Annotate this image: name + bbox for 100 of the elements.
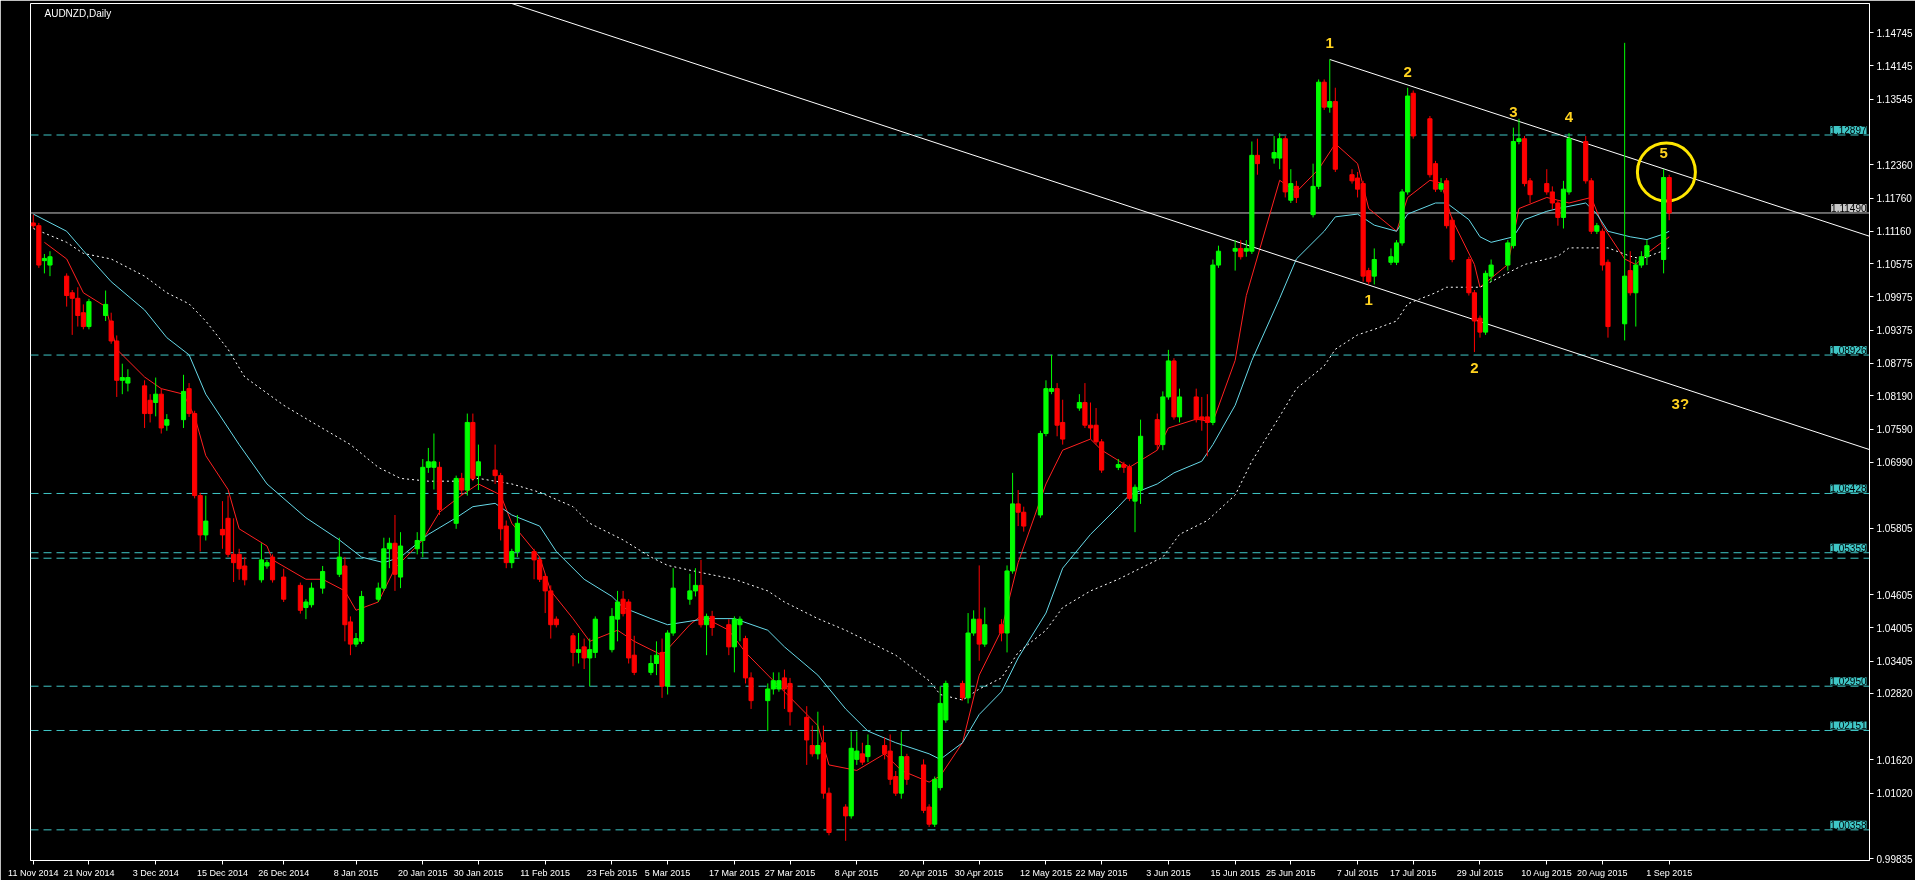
y-tick-label: 1.02820: [1876, 688, 1914, 700]
y-tick-label: 1.06990: [1876, 457, 1914, 469]
ref-line-label: 1.00358: [1830, 819, 1867, 831]
x-tick-label: 1 Sep 2015: [1646, 867, 1693, 878]
candlestick: [1371, 247, 1377, 285]
candlestick: [804, 705, 810, 766]
annotation: 2: [1470, 359, 1479, 377]
x-tick-label: 11 Nov 2014: [8, 867, 59, 878]
x-tick-label: 21 Nov 2014: [63, 867, 115, 878]
y-tick-label: 0.99835: [1876, 853, 1914, 865]
x-tick-label: 3 Jun 2015: [1146, 867, 1191, 878]
y-tick-label: 1.14745: [1876, 27, 1914, 39]
candlestick: [475, 444, 482, 491]
candlestick: [904, 753, 910, 786]
y-tick-label: 1.07590: [1876, 424, 1914, 436]
annotation: 3: [1509, 102, 1518, 120]
x-tick-label: 17 Mar 2015: [709, 867, 760, 878]
y-tick-label: 1.09975: [1876, 291, 1914, 303]
candlestick: [1293, 180, 1299, 204]
x-tick-label: 23 Feb 2015: [586, 867, 638, 878]
candlestick: [336, 537, 342, 578]
y-tick-label: 1.01020: [1876, 788, 1914, 800]
x-tick-label: 5 Mar 2015: [644, 867, 691, 878]
candlestick: [709, 610, 715, 637]
x-tick-label: 30 Jan 2015: [453, 867, 504, 878]
ref-line-label: 1.06428: [1830, 483, 1867, 495]
candlestick: [815, 711, 821, 760]
y-tick-label: 1.09375: [1876, 325, 1914, 337]
candlestick: [576, 632, 582, 664]
x-tick-label: 15 Dec 2014: [196, 867, 248, 878]
chart-title: AUDNZD,Daily: [44, 7, 112, 19]
x-tick-label: 25 Jun 2015: [1266, 867, 1316, 878]
candlestick: [843, 803, 849, 842]
y-tick-label: 1.03405: [1876, 656, 1914, 667]
candlestick: [982, 607, 988, 648]
x-tick-label: 3 Dec 2014: [132, 867, 179, 878]
annotation: 3?: [1671, 395, 1690, 413]
y-tick-label: 1.04005: [1876, 622, 1914, 634]
annotation: 2: [1403, 62, 1412, 80]
x-tick-label: 12 May 2015: [1019, 867, 1073, 878]
candlestick: [581, 638, 587, 670]
candlestick: [1438, 177, 1444, 193]
x-tick-label: 30 Apr 2015: [954, 867, 1004, 878]
x-tick-label: 20 Jan 2015: [398, 867, 448, 878]
annotation: 4: [1564, 108, 1574, 126]
candlestick: [859, 742, 865, 766]
candlestick: [103, 290, 109, 322]
candlestick: [281, 568, 287, 603]
x-tick-label: 20 Aug 2015: [1576, 867, 1628, 878]
ref-line-label: 1.11490: [1831, 202, 1867, 214]
candlestick: [865, 733, 871, 763]
candlestick: [998, 618, 1005, 642]
y-tick-label: 1.04605: [1876, 589, 1914, 601]
annotation: 5: [1659, 144, 1668, 162]
y-tick-label: 1.14145: [1876, 60, 1914, 72]
x-tick-label: 11 Feb 2015: [520, 867, 571, 878]
x-tick-label: 15 Jun 2015: [1210, 867, 1260, 878]
candlestick: [726, 618, 732, 656]
candlestick: [153, 377, 159, 417]
y-tick-label: 1.10575: [1876, 258, 1914, 270]
candlestick: [269, 553, 276, 584]
y-tick-label: 1.08190: [1876, 390, 1914, 402]
y-tick-label: 1.08775: [1876, 358, 1914, 370]
ref-line-label: 1.02151: [1830, 720, 1867, 732]
x-tick-label: 7 Jul 2015: [1336, 867, 1379, 878]
ref-line-label: 1.12897: [1830, 125, 1867, 136]
x-tick-label: 8 Apr 2015: [834, 867, 879, 878]
y-tick-label: 1.12360: [1876, 159, 1914, 171]
candlestick: [1176, 388, 1183, 423]
candlestick: [320, 565, 326, 595]
candlestick: [1627, 250, 1633, 297]
candlestick: [203, 495, 209, 541]
candlestick: [459, 472, 465, 497]
x-tick-label: 22 May 2015: [1075, 867, 1128, 878]
y-tick-label: 1.11160: [1876, 226, 1912, 238]
candlestick: [809, 725, 815, 758]
candlestick: [570, 632, 576, 667]
x-tick-label: 8 Jan 2015: [333, 867, 379, 878]
ref-line-label: 1.02950: [1830, 676, 1867, 688]
annotation: 1: [1325, 34, 1334, 52]
ref-line-label: 1.05359: [1830, 542, 1867, 554]
x-tick-label: 27 Mar 2015: [764, 867, 816, 878]
candlestick: [1288, 168, 1294, 204]
candlestick: [1254, 138, 1261, 176]
x-tick-label: 17 Jul 2015: [1389, 867, 1437, 878]
candlestick: [1327, 58, 1333, 114]
ref-line-label: 1.08926: [1830, 345, 1867, 357]
annotation: 1: [1364, 291, 1373, 309]
candlestick: [1232, 239, 1238, 272]
y-tick-label: 1.01620: [1876, 754, 1914, 766]
x-tick-label: 20 Apr 2015: [899, 867, 948, 878]
y-tick-label: 1.11760: [1876, 193, 1913, 205]
x-tick-label: 10 Aug 2015: [1521, 867, 1572, 878]
candlestick: [1238, 239, 1244, 261]
candlestick: [959, 680, 966, 702]
y-tick-label: 1.13545: [1876, 94, 1914, 106]
y-tick-label: 1.05805: [1876, 523, 1914, 535]
x-tick-label: 29 Jul 2015: [1456, 867, 1504, 878]
candlestick: [703, 613, 710, 656]
x-tick-label: 26 Dec 2014: [258, 867, 310, 878]
